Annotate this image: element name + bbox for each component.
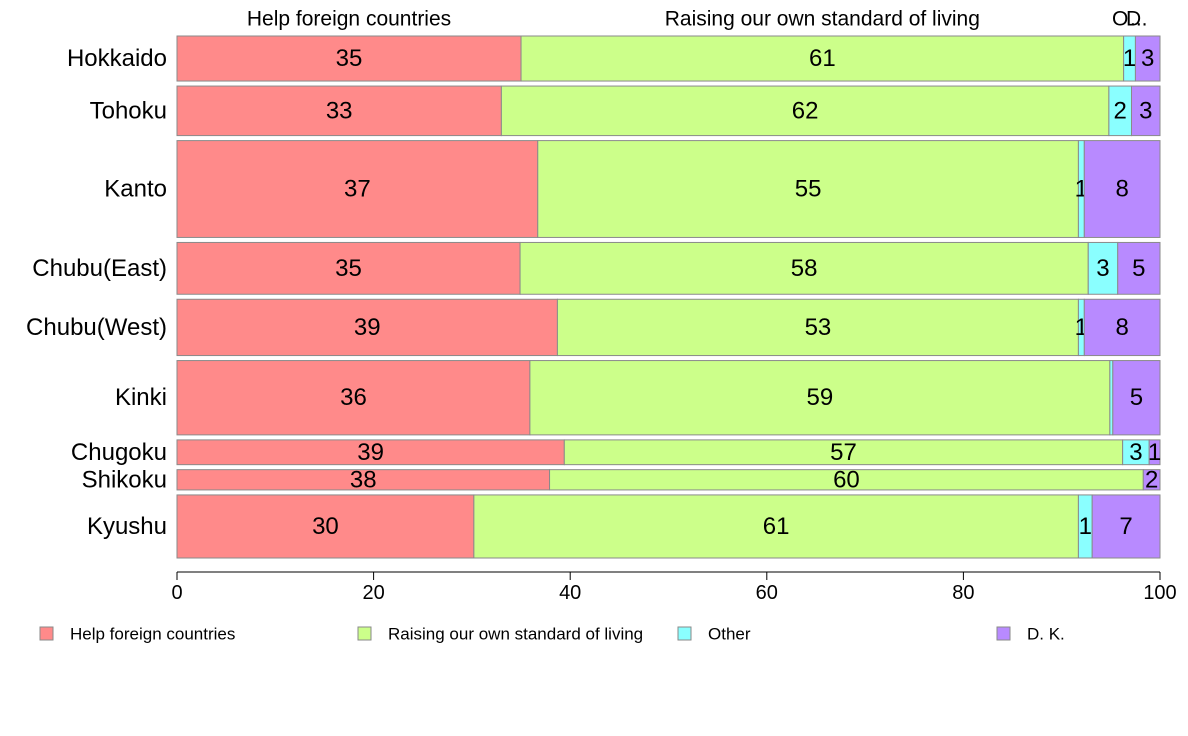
bar-segment-2-row-4 — [519, 241, 1089, 295]
bar-segment-4-row-3 — [1083, 140, 1161, 238]
bar-segment-4-row-7 — [1148, 439, 1161, 466]
bar-segment-4-row-2 — [1130, 85, 1161, 137]
category-label-shikoku: Shikoku — [82, 466, 167, 493]
legend-swatch-1 — [39, 626, 54, 641]
bar-segment-4-row-9 — [1091, 494, 1161, 559]
legend-label-1: Help foreign countries — [70, 625, 235, 644]
data-label-2-row-5: 53 — [805, 314, 832, 341]
data-label-2-row-9: 61 — [763, 513, 790, 540]
data-label-3-row-4: 3 — [1096, 255, 1109, 282]
data-label-2-row-4: 58 — [791, 255, 818, 282]
legend-swatch-3 — [677, 626, 692, 641]
bar-segment-4-row-6 — [1112, 360, 1161, 436]
data-label-2-row-7: 57 — [830, 439, 857, 466]
top-column-label-4: ... — [1130, 8, 1148, 31]
x-tick-label-80: 80 — [952, 582, 974, 604]
x-tick-label-20: 20 — [362, 582, 384, 604]
category-label-chubu-west-: Chubu(West) — [26, 314, 167, 341]
top-column-label-4-initial: D — [1126, 8, 1141, 31]
data-label-4-row-9: 7 — [1119, 513, 1132, 540]
bar-segment-3-row-7 — [1122, 439, 1150, 466]
bar-segment-2-row-9 — [473, 494, 1079, 559]
category-label-chubu-east-: Chubu(East) — [32, 255, 167, 282]
bar-segment-1-row-1 — [176, 35, 522, 82]
data-label-1-row-3: 37 — [344, 176, 371, 203]
data-label-4-row-1: 3 — [1141, 45, 1154, 72]
data-label-4-row-3: 8 — [1115, 176, 1128, 203]
bar-segment-4-row-1 — [1134, 35, 1161, 82]
data-label-1-row-4: 35 — [335, 255, 362, 282]
data-label-3-row-2: 2 — [1114, 97, 1127, 124]
bar-segment-2-row-2 — [500, 85, 1110, 137]
bar-segment-3-row-4 — [1087, 241, 1119, 295]
data-label-4-row-2: 3 — [1139, 97, 1152, 124]
bar-segment-2-row-6 — [529, 360, 1111, 436]
data-label-3-row-7: 3 — [1129, 439, 1142, 466]
bar-segment-4-row-8 — [1142, 469, 1161, 491]
bar-segment-2-row-5 — [556, 298, 1079, 357]
x-tick-label-0: 0 — [171, 582, 182, 604]
data-label-2-row-6: 59 — [807, 384, 834, 411]
bar-segment-1-row-6 — [176, 360, 531, 436]
data-label-2-row-8: 60 — [833, 466, 860, 493]
legend-label-4: D. K. — [1027, 625, 1065, 644]
category-label-chugoku: Chugoku — [71, 439, 167, 466]
top-column-label-1: Help foreign countries — [247, 8, 451, 31]
category-label-tohoku: Tohoku — [90, 97, 167, 124]
data-label-4-row-4: 5 — [1132, 255, 1145, 282]
data-label-1-row-9: 30 — [312, 513, 339, 540]
data-label-4-row-5: 8 — [1115, 314, 1128, 341]
data-label-1-row-6: 36 — [340, 384, 367, 411]
bar-segment-2-row-3 — [537, 140, 1079, 238]
bar-segment-1-row-7 — [176, 439, 565, 466]
data-label-4-row-8: 2 — [1145, 466, 1158, 493]
data-label-2-row-3: 55 — [795, 176, 822, 203]
category-label-kinki: Kinki — [115, 384, 167, 411]
data-label-1-row-7: 39 — [357, 439, 384, 466]
bar-segment-1-row-3 — [176, 140, 539, 238]
data-label-1-row-5: 39 — [354, 314, 381, 341]
legend-swatch-2 — [357, 626, 372, 641]
data-label-3-row-1: 1 — [1123, 45, 1136, 72]
data-label-1-row-8: 38 — [350, 466, 377, 493]
x-tick-label-40: 40 — [559, 582, 581, 604]
data-label-1-row-1: 35 — [336, 45, 363, 72]
bar-segment-1-row-9 — [176, 494, 475, 559]
bar-segment-1-row-5 — [176, 298, 558, 357]
bar-segment-4-row-5 — [1083, 298, 1161, 357]
data-label-2-row-2: 62 — [792, 97, 819, 124]
x-tick-label-60: 60 — [756, 582, 778, 604]
x-tick-label-100: 100 — [1143, 582, 1176, 604]
legend-label-2: Raising our own standard of living — [388, 625, 643, 644]
data-label-4-row-7: 1 — [1148, 439, 1161, 466]
legend-label-3: Other — [708, 625, 751, 644]
data-label-2-row-1: 61 — [809, 45, 836, 72]
category-label-kanto: Kanto — [104, 176, 167, 203]
category-label-hokkaido: Hokkaido — [67, 45, 167, 72]
legend-swatch-4 — [996, 626, 1011, 641]
data-label-4-row-6: 5 — [1130, 384, 1143, 411]
bar-segment-2-row-1 — [520, 35, 1125, 82]
bar-segment-4-row-4 — [1117, 241, 1161, 295]
category-label-kyushu: Kyushu — [87, 513, 167, 540]
top-column-label-2: Raising our own standard of living — [665, 8, 980, 31]
data-label-3-row-9: 1 — [1079, 513, 1092, 540]
data-label-1-row-2: 33 — [326, 97, 353, 124]
top-column-label-3: O — [1112, 8, 1128, 31]
